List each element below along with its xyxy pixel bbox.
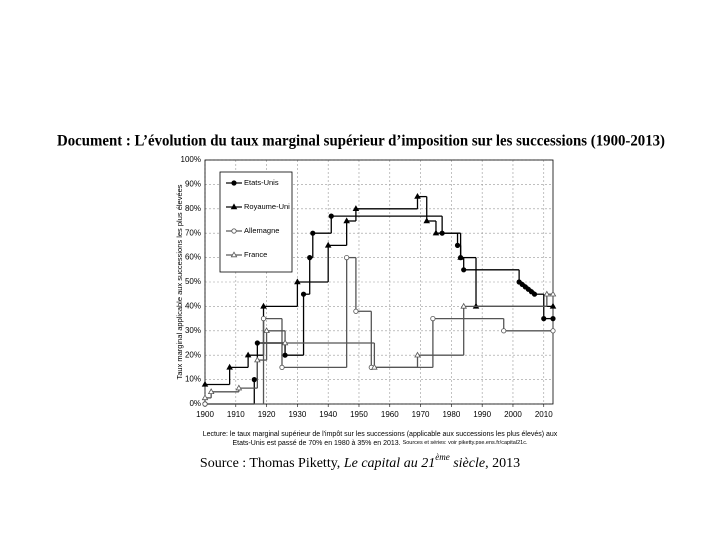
- marker: [279, 364, 285, 370]
- y-tick-label: 100%: [181, 155, 201, 164]
- y-tick-label: 30%: [185, 326, 201, 335]
- marker: [460, 302, 467, 309]
- marker: [307, 255, 313, 261]
- y-tick-label: 20%: [185, 350, 201, 359]
- x-tick-label: 1920: [258, 410, 276, 419]
- marker: [254, 356, 261, 363]
- marker: [201, 380, 209, 387]
- marker: [226, 363, 233, 370]
- plot-frame: [204, 159, 554, 405]
- marker: [550, 315, 556, 322]
- legend: Etats-Unis Royaume-Uni Allemagne France: [219, 171, 293, 273]
- marker: [461, 267, 467, 273]
- y-tick-label: 70%: [185, 228, 201, 237]
- marker: [454, 242, 461, 248]
- marker: [251, 376, 257, 383]
- marker: [343, 217, 350, 224]
- marker: [244, 351, 252, 358]
- x-tick-label: 1980: [442, 410, 460, 419]
- marker: [344, 255, 350, 261]
- x-tick-label: 1950: [350, 410, 368, 419]
- x-tick-label: 1910: [227, 410, 245, 419]
- chart-title: Document : L’évolution du taux marginal …: [57, 133, 665, 150]
- legend-marker: [231, 228, 237, 234]
- marker: [423, 217, 431, 224]
- x-tick-label: 1930: [288, 410, 306, 419]
- marker: [324, 241, 332, 248]
- marker: [254, 340, 260, 346]
- source: , 2013: [485, 456, 520, 471]
- y-axis-label: Taux marginal applicable aux successions…: [175, 184, 184, 379]
- source: Source : Thomas Piketty, Le capital au 2…: [200, 452, 520, 471]
- legend-label: Allemagne: [244, 226, 279, 235]
- legend-label: Etats-Unis: [244, 178, 279, 187]
- caption: Lecture: le taux marginal supérieur de l…: [203, 431, 558, 438]
- marker: [263, 327, 270, 333]
- marker: [207, 388, 215, 394]
- marker: [201, 394, 209, 401]
- caption: Sources et séries: voir piketty.pse.ens.…: [403, 440, 528, 446]
- x-tick-label: 1990: [473, 410, 491, 419]
- x-tick-label: 1960: [381, 410, 399, 419]
- marker: [543, 290, 551, 297]
- marker: [432, 229, 440, 236]
- marker: [430, 315, 436, 322]
- marker: [414, 192, 421, 199]
- marker: [294, 278, 301, 285]
- legend-label: France: [244, 250, 267, 259]
- marker: [300, 291, 307, 297]
- marker: [281, 339, 289, 346]
- caption: Etats-Unis est passé de 70% en 1980 à 35…: [232, 440, 527, 447]
- marker: [501, 328, 507, 334]
- x-tick-label: 1940: [319, 410, 337, 419]
- marker: [352, 205, 360, 211]
- y-tick-label: 90%: [185, 180, 201, 189]
- marker: [328, 213, 334, 219]
- marker: [235, 384, 243, 391]
- source: siècle: [450, 456, 485, 471]
- source: Le capital au 21: [343, 456, 435, 471]
- y-tick-label: 50%: [185, 277, 201, 286]
- marker: [549, 302, 557, 309]
- marker: [310, 230, 316, 236]
- marker: [353, 308, 359, 314]
- marker: [550, 328, 556, 334]
- x-tick-label: 2000: [504, 410, 522, 419]
- marker: [541, 315, 547, 322]
- marker: [531, 291, 538, 297]
- marker: [414, 351, 421, 358]
- y-tick-label: 60%: [185, 253, 201, 262]
- marker: [202, 401, 208, 407]
- marker: [260, 315, 267, 322]
- source: ème: [435, 452, 450, 462]
- marker: [282, 352, 288, 358]
- marker: [371, 363, 378, 370]
- legend-label: Royaume-Uni: [244, 202, 290, 211]
- y-tick-label: 40%: [185, 302, 201, 311]
- x-tick-label: 2010: [535, 410, 553, 419]
- legend-marker: [231, 180, 237, 186]
- legend-marker: [230, 251, 238, 258]
- x-tick-label: 1970: [412, 410, 430, 419]
- legend-marker: [230, 203, 238, 210]
- y-tick-label: 0%: [189, 399, 201, 408]
- y-tick-label: 80%: [185, 204, 201, 213]
- source: Source : Thomas Piketty,: [200, 456, 344, 471]
- marker: [260, 302, 267, 309]
- marker: [549, 290, 557, 297]
- caption: Etats-Unis est passé de 70% en 1980 à 35…: [232, 440, 400, 447]
- marker: [457, 253, 464, 260]
- y-tick-label: 10%: [185, 375, 201, 384]
- x-tick-label: 1900: [196, 410, 214, 419]
